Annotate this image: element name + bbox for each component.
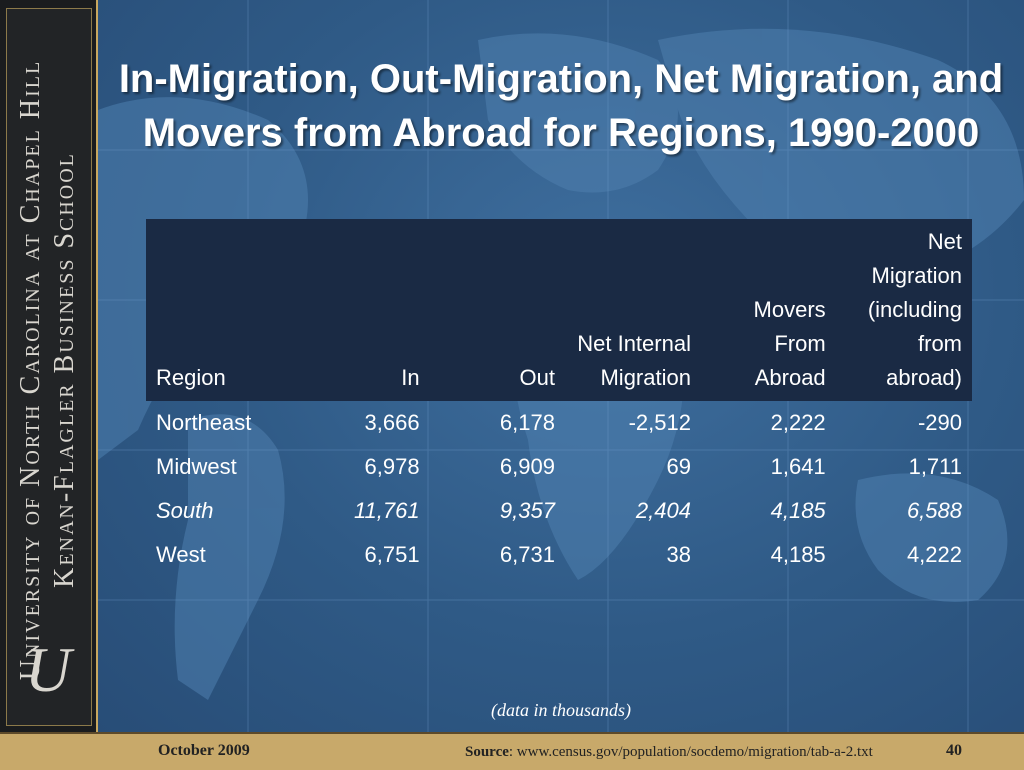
table-cell: 6,751 [364,542,420,567]
school-name-line2: Kenan-Flagler Business School [49,152,80,588]
header-region: Region [156,365,226,390]
header-net-migration: Net Migration (including from abroad) [867,229,962,390]
table-cell: Northeast [156,410,252,435]
source-label: Source [465,744,509,760]
table-cell: 2,222 [770,410,826,435]
table-cell: 6,731 [499,542,555,567]
footer-source: Source: www.census.gov/population/socdem… [465,744,873,761]
slide-title: In-Migration, Out-Migration, Net Migrati… [118,57,1004,155]
table-header-row: Region In Out Net Internal Migration Mov… [146,219,972,401]
units-note: (data in thousands) [490,700,631,720]
table-cell: 2,404 [635,498,691,523]
table-cell: -2,512 [628,410,691,435]
table-cell: 6,588 [906,498,962,523]
migration-table: Region In Out Net Internal Migration Mov… [146,219,972,577]
header-out: Out [519,365,555,390]
header-movers-from-abroad: Movers From Abroad [753,297,826,390]
footer-date: October 2009 [158,742,250,759]
table-cell: 3,666 [364,410,420,435]
university-name-line1: University of North Carolina at Chapel H… [15,59,46,681]
table-cell: 4,185 [770,542,826,567]
table-cell: 6,978 [364,454,420,479]
slide-content: In-Migration, Out-Migration, Net Migrati… [98,0,1024,732]
table-row: West 6,751 6,731 38 4,185 4,222 [146,533,972,577]
table-row: Midwest 6,978 6,909 69 1,641 1,711 [146,445,972,489]
table-cell: 11,761 [353,498,420,523]
table-row: Northeast 3,666 6,178 -2,512 2,222 -290 [146,401,972,445]
table-cell: 6,178 [499,410,555,435]
table-cell: 69 [666,454,691,479]
header-net-internal-migration: Net Internal Migration [577,331,691,390]
table-cell: Midwest [156,454,237,479]
table-cell: 1,711 [908,454,962,479]
table-cell: -290 [917,410,962,435]
table-cell: South [156,498,214,523]
table-cell: 4,185 [770,498,826,523]
table-cell: 1,641 [770,454,826,479]
table-cell: 9,357 [499,498,555,523]
table-cell: 6,909 [499,454,555,479]
table-cell: West [156,542,206,567]
table-row: South 11,761 9,357 2,404 4,185 6,588 [146,489,972,533]
university-name: University of North Carolina at Chapel H… [14,60,82,680]
table-cell: 4,222 [906,542,962,567]
world-map-background [98,0,1024,732]
page-number: 40 [946,742,962,759]
footer-bar: October 2009 Source: www.census.gov/popu… [0,732,1024,770]
header-in: In [401,365,420,390]
source-url: : www.census.gov/population/socdemo/migr… [508,744,873,760]
university-logo: U [24,634,72,705]
banner-rail [6,8,92,726]
university-banner: University of North Carolina at Chapel H… [0,0,98,732]
table-cell: 38 [666,542,691,567]
